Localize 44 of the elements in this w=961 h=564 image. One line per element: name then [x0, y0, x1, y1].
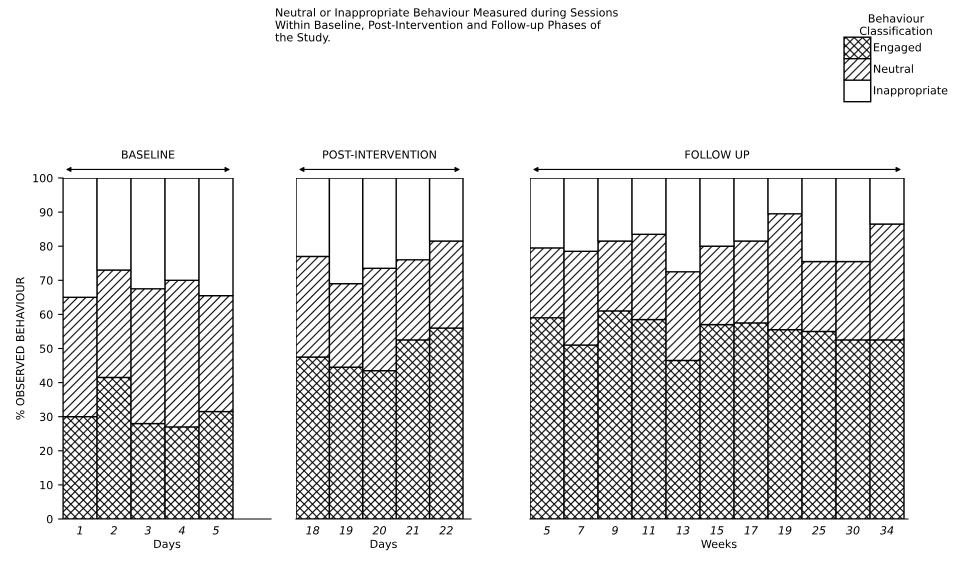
- y-tick-label: 90: [40, 208, 53, 216]
- legend-title: Behaviour Classification: [860, 14, 932, 36]
- x-axis-title: Days: [370, 540, 397, 550]
- x-axis-title: Weeks: [701, 539, 737, 548]
- y-tick-label: 100: [33, 174, 53, 182]
- chart-title: POST-INTERVENTION: [323, 150, 436, 159]
- y-tick-label: 0: [46, 514, 53, 524]
- y-tick-label: 30: [40, 412, 53, 422]
- y-tick-label: 40: [40, 378, 53, 387]
- legend-label: Inappropriate: [874, 86, 948, 97]
- text: Neutral or Inappropriate Behaviour Measured during Sessions Within Baseline, Post-Intervention and Follow-up Phases of the Study.: [275, 8, 618, 44]
- y-axis-title: % OBSERVED BEHAVIOUR: [16, 277, 24, 420]
- x-tick-label: 5: [212, 526, 219, 535]
- y-tick-label: 70: [40, 276, 53, 285]
- x-tick-label: 30: [846, 526, 860, 535]
- y-tick-label: 50: [40, 344, 53, 353]
- x-tick-label: 5: [544, 526, 550, 535]
- y-tick-label: 80: [40, 242, 53, 251]
- chart-title: BASELINE: [122, 150, 174, 159]
- x-tick-label: 13: [676, 526, 690, 535]
- x-tick-label: 25: [812, 526, 826, 535]
- x-tick-label: 2: [110, 526, 117, 534]
- y-tick-label: 10: [40, 480, 53, 490]
- x-tick-label: 17: [744, 526, 758, 534]
- y-tick-label: 20: [40, 446, 53, 456]
- x-tick-label: 34: [880, 526, 894, 535]
- x-tick-label: 3: [144, 526, 151, 535]
- legend-label: Neutral: [874, 64, 913, 73]
- x-tick-label: 19: [778, 526, 792, 535]
- x-tick-label: 21: [406, 526, 418, 534]
- x-tick-label: 19: [340, 526, 352, 535]
- x-tick-label: 11: [642, 526, 654, 534]
- x-axis-title: Days: [154, 540, 180, 550]
- x-tick-label: 18: [306, 526, 320, 535]
- chart-title: FOLLOW UP: [685, 150, 750, 159]
- y-tick-label: 60: [40, 310, 53, 319]
- x-tick-label: 20: [372, 526, 386, 535]
- legend-label: Engaged: [874, 42, 921, 54]
- x-tick-label: 4: [178, 526, 185, 534]
- x-tick-label: 9: [612, 526, 618, 535]
- x-tick-label: 7: [578, 526, 584, 534]
- x-tick-label: 22: [439, 526, 453, 534]
- x-tick-label: 15: [710, 526, 724, 535]
- x-tick-label: 1: [77, 526, 82, 534]
